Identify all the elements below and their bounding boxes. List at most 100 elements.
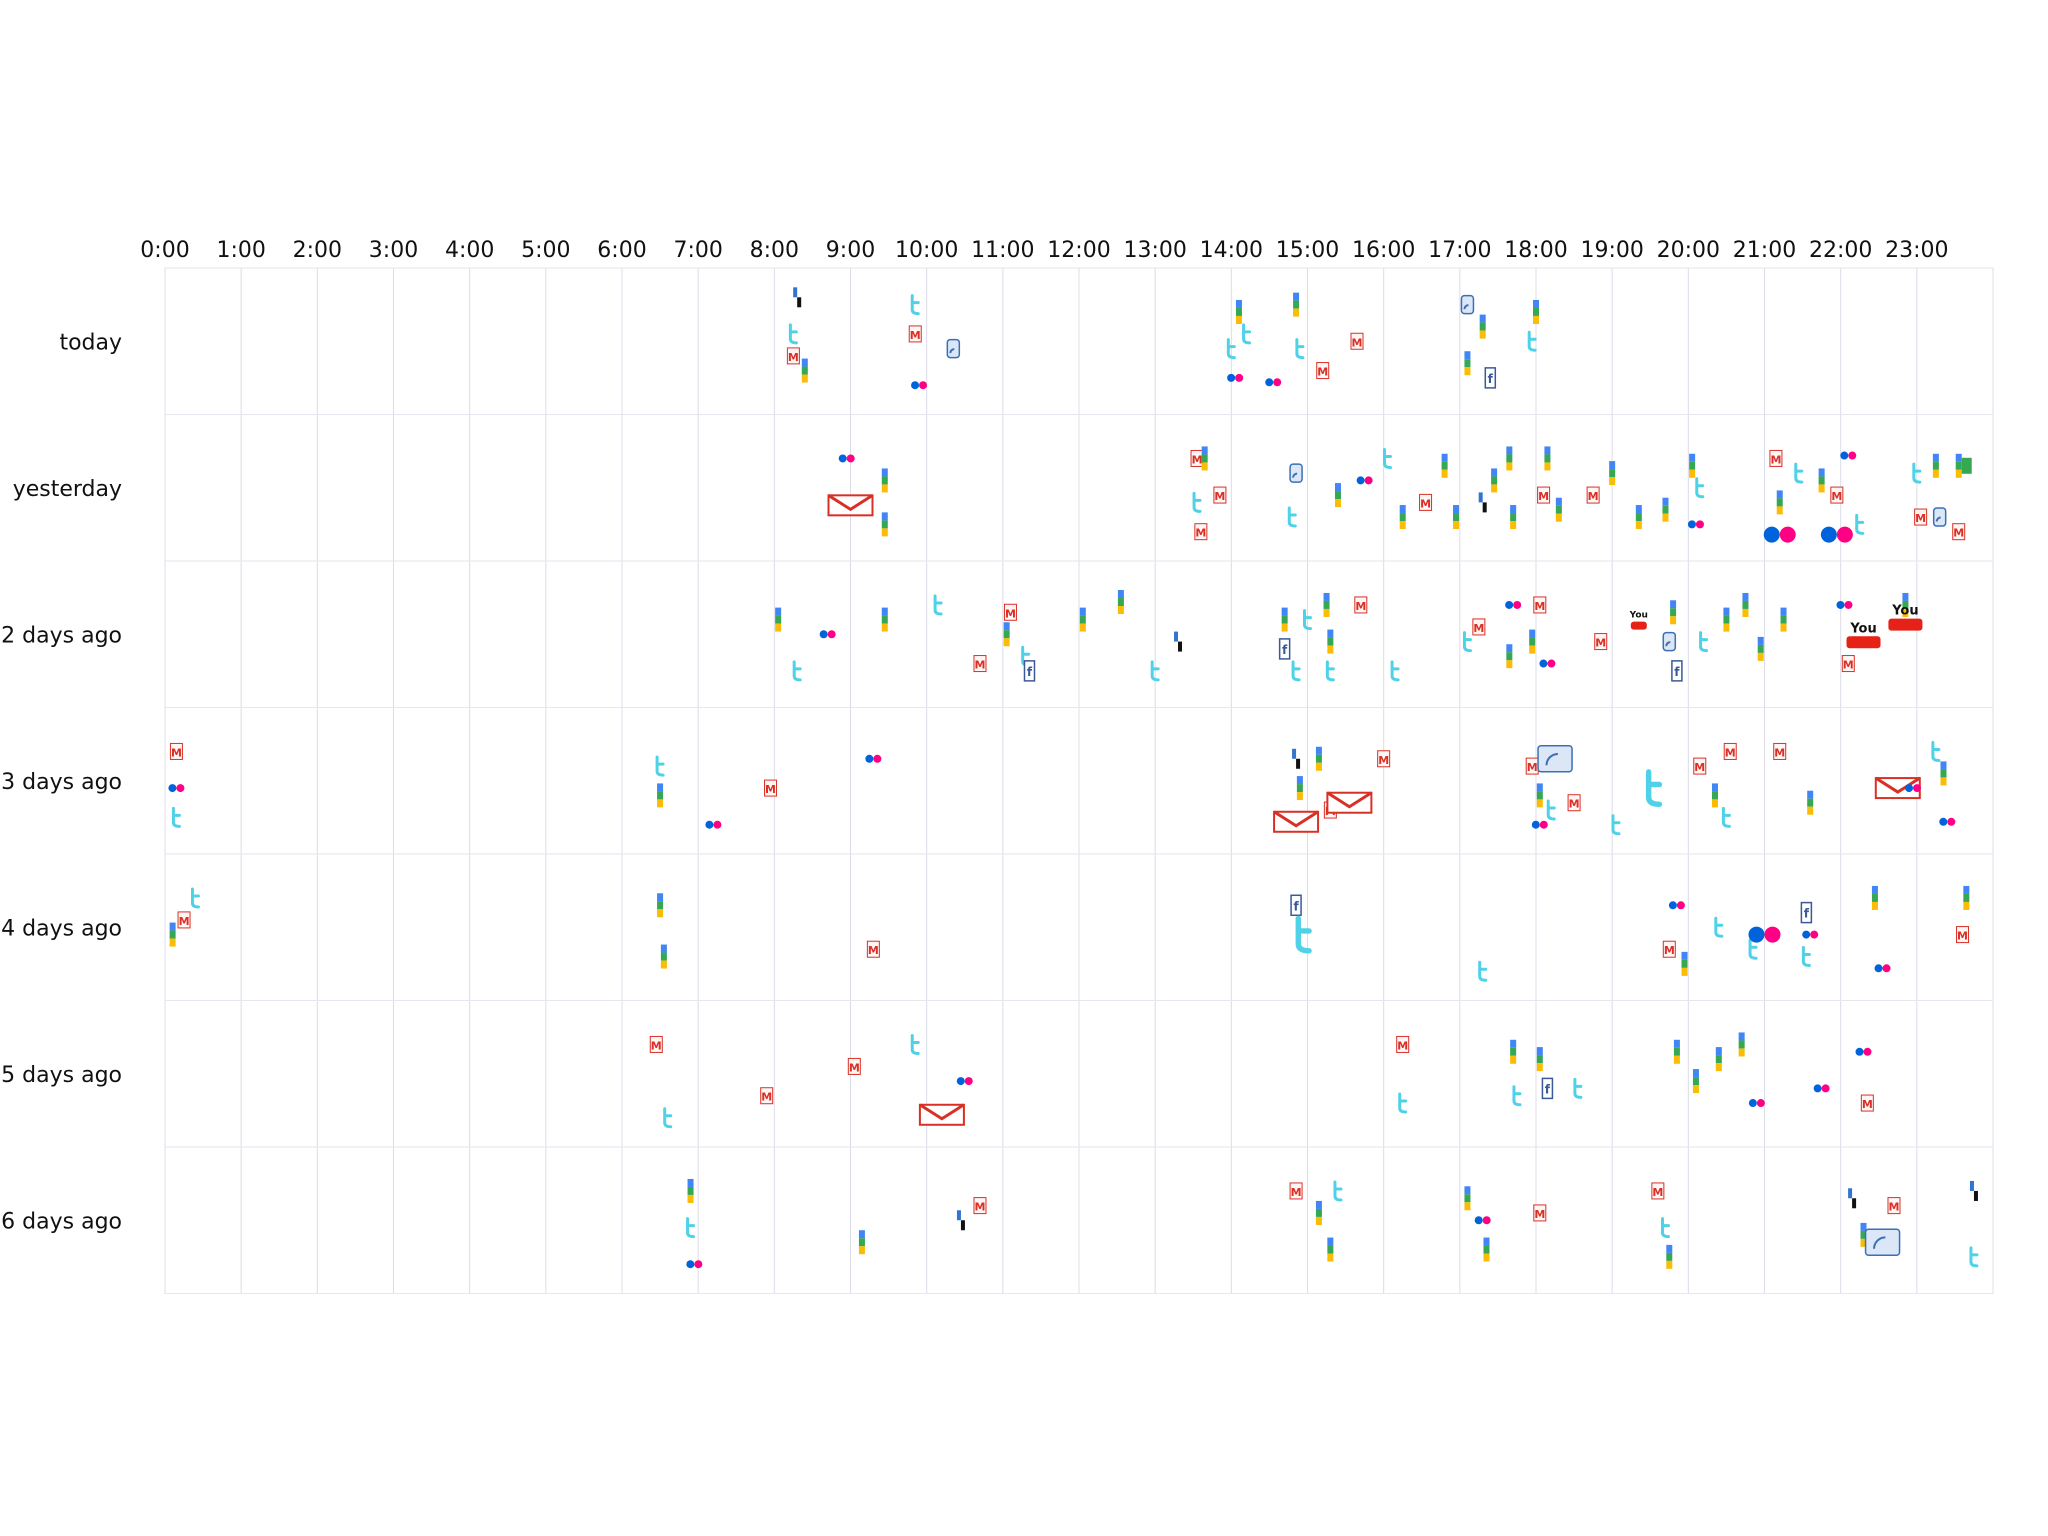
- google-icon: [1670, 600, 1677, 625]
- google-icon: [1555, 497, 1562, 522]
- google-icon: [858, 1230, 865, 1255]
- rss-icon: [1289, 463, 1303, 483]
- gmail-icon: M: [1952, 523, 1966, 541]
- svg-text:M: M: [1953, 527, 1964, 540]
- gmail-icon: M: [1887, 1197, 1901, 1215]
- twitter-icon: [1398, 1092, 1408, 1114]
- svg-text:You: You: [1891, 604, 1918, 619]
- youtube-icon: You: [1888, 604, 1923, 631]
- twitter-icon: [1660, 1217, 1670, 1239]
- svg-text:M: M: [1005, 607, 1016, 620]
- gmail-icon: M: [1316, 362, 1330, 380]
- google-icon: [1079, 607, 1086, 632]
- google-icon: [1327, 629, 1334, 654]
- flickr-icon: [1855, 1047, 1872, 1056]
- rss-icon: [946, 338, 961, 359]
- svg-text:M: M: [1317, 366, 1328, 379]
- twitter-icon: [1573, 1077, 1583, 1099]
- google-icon: [1323, 592, 1330, 617]
- twitter-icon: [1295, 915, 1312, 954]
- facebook-icon: f: [1484, 367, 1497, 389]
- twitter-icon: [1699, 631, 1709, 653]
- google-icon: [1635, 505, 1642, 530]
- twitter-icon: [1303, 609, 1312, 631]
- hour-tick-label: 0:00: [140, 238, 189, 263]
- twitter-icon: [933, 594, 943, 616]
- flickr-icon: [865, 754, 882, 763]
- google-icon: [1544, 446, 1551, 471]
- flickr-icon: [1748, 926, 1781, 943]
- hour-tick-label: 2:00: [293, 238, 342, 263]
- gmail-icon: [1874, 776, 1921, 800]
- twitter-icon: [1295, 338, 1305, 360]
- google-icon: [1506, 446, 1513, 471]
- svg-text:M: M: [1915, 512, 1926, 525]
- youtube-icon: You: [1629, 611, 1648, 630]
- twitter-icon: [1611, 814, 1621, 836]
- twitter-icon: [1801, 946, 1811, 968]
- google-icon: [1506, 644, 1513, 669]
- flickr-icon: [168, 784, 185, 793]
- day-row-label: 5 days ago: [1, 1063, 122, 1088]
- google-icon: [1399, 505, 1406, 530]
- google-icon: [1940, 761, 1947, 786]
- flickr-icon: [1813, 1084, 1830, 1093]
- google-icon: [1003, 622, 1010, 647]
- gmail-icon: M: [1472, 618, 1486, 636]
- google-icon: [1536, 1047, 1543, 1072]
- twitter-icon: [1714, 916, 1724, 938]
- day-row-label: 3 days ago: [1, 770, 122, 795]
- svg-text:M: M: [1831, 490, 1842, 503]
- gmail-icon: M: [1537, 486, 1551, 504]
- twitter-icon: [1478, 960, 1488, 982]
- hour-tick-label: 19:00: [1580, 238, 1643, 263]
- twitter-icon: [1390, 660, 1400, 682]
- gmail-icon: [918, 1103, 965, 1126]
- google-icon: [1807, 790, 1814, 815]
- svg-text:M: M: [1843, 659, 1854, 672]
- gmail-icon: [827, 494, 874, 517]
- gmail-icon: M: [1567, 794, 1581, 812]
- twitter-icon: [1325, 660, 1335, 682]
- svg-text:M: M: [975, 1201, 986, 1214]
- google-icon: [1296, 776, 1303, 801]
- gmail-icon: M: [760, 1087, 774, 1105]
- svg-text:M: M: [1527, 761, 1538, 774]
- google-icon: [1776, 490, 1783, 515]
- google-icon: [1711, 783, 1718, 808]
- google-icon: [1293, 292, 1300, 317]
- svg-text:M: M: [1862, 1098, 1873, 1111]
- flickr-icon: [1505, 600, 1522, 609]
- gmail-icon: M: [1525, 757, 1539, 775]
- google-icon: [1479, 314, 1486, 339]
- svg-text:M: M: [1534, 600, 1545, 613]
- svg-text:M: M: [1569, 798, 1580, 811]
- google-icon: [1757, 636, 1764, 661]
- flickr-icon: [1531, 820, 1548, 829]
- gmail-icon: M: [1651, 1182, 1665, 1200]
- facebook-icon: f: [1671, 660, 1683, 682]
- svg-text:M: M: [1774, 746, 1785, 759]
- svg-text:M: M: [171, 746, 182, 759]
- twitter-icon: [655, 755, 665, 777]
- hour-tick-label: 15:00: [1276, 238, 1339, 263]
- gmail-icon: M: [1594, 633, 1608, 651]
- google-icon: [1963, 885, 1970, 910]
- svg-text:M: M: [1352, 336, 1363, 349]
- hour-tick-label: 22:00: [1809, 238, 1872, 263]
- chart-grid: [164, 267, 1994, 1294]
- svg-text:M: M: [1725, 746, 1736, 759]
- google-icon: [1662, 497, 1669, 522]
- hour-tick-label: 11:00: [971, 238, 1034, 263]
- svg-text:M: M: [849, 1061, 860, 1074]
- day-row-label: 2 days ago: [1, 623, 122, 648]
- svg-text:M: M: [1595, 637, 1606, 650]
- svg-text:M: M: [1473, 622, 1484, 635]
- google-icon: [657, 783, 664, 808]
- google-icon: [1117, 590, 1124, 615]
- google-icon: [1742, 592, 1749, 617]
- twitter-icon: [1150, 660, 1160, 682]
- gmail-icon: M: [1354, 596, 1368, 614]
- rss-icon: [1864, 1228, 1901, 1256]
